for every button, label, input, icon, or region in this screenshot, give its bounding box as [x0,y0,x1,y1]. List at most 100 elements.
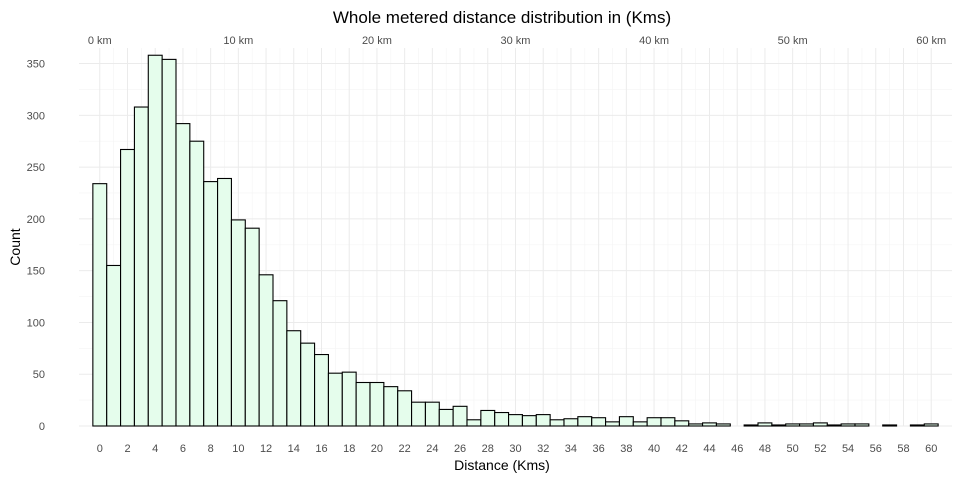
histogram-bar [383,386,399,427]
histogram-bar [133,106,149,427]
histogram-bar [757,422,773,427]
top-tick-label: 40 km [639,35,669,47]
histogram-bar [286,330,302,427]
histogram-bar [327,372,343,427]
histogram-bar [812,422,828,427]
histogram-bar [189,140,205,427]
histogram-bar [508,414,523,427]
histogram-bar [840,423,856,427]
x-axis-title: Distance (Kms) [454,457,550,473]
x-tick-label: 54 [842,443,854,455]
x-tick-label: 36 [593,443,605,455]
histogram-bar [535,414,551,427]
x-tick-label: 52 [814,443,826,455]
top-tick-label: 0 km [88,35,112,47]
top-tick-label: 20 km [362,35,392,47]
histogram-bar [549,419,565,427]
x-tick-label: 4 [152,443,158,455]
x-tick-label: 44 [703,443,715,455]
x-tick-label: 32 [537,443,549,455]
x-tick-label: 6 [180,443,186,455]
histogram-bar [258,274,274,427]
y-axis-title: Count [7,228,23,265]
histogram-bar [466,419,482,427]
histogram-bar [521,415,537,427]
histogram-bar [452,405,468,427]
bars [92,54,939,427]
histogram-bar [854,423,870,427]
y-tick-label: 300 [27,110,45,122]
histogram-bar [438,408,454,427]
histogram-bar [217,177,232,427]
y-tick-label: 250 [27,162,45,174]
histogram-bar [161,58,177,427]
x-tick-label: 14 [288,443,300,455]
histogram-bar [674,420,690,427]
x-tick-label: 28 [482,443,494,455]
y-tick-labels: 0 50 100 150 200 250 300 350 [27,59,45,433]
histogram-bar [341,371,357,427]
x-tick-label: 12 [260,443,272,455]
histogram-bar [272,300,288,427]
y-tick-label: 0 [39,421,45,433]
histogram-bar [244,227,260,427]
histogram-bar [826,424,842,427]
histogram-bar [480,409,496,427]
x-tick-label: 10 [232,443,244,455]
histogram-bar [411,401,426,427]
histogram-bar [494,411,510,427]
x-tick-label: 0 [97,443,103,455]
histogram-bar [92,183,108,427]
x-tick-label: 50 [787,443,799,455]
histogram-bar [355,381,371,427]
x-tick-label: 30 [509,443,521,455]
x-tick-label: 48 [759,443,771,455]
y-tick-label: 350 [27,59,45,71]
y-tick-label: 150 [27,266,45,278]
top-tick-label: 30 km [501,35,531,47]
histogram-bar [632,421,648,427]
x-tick-label: 2 [124,443,130,455]
x-tick-label: 26 [454,443,466,455]
histogram-bar [618,416,634,427]
histogram-bar [660,417,676,427]
x-tick-label: 38 [620,443,632,455]
histogram-bar [702,422,717,427]
histogram-bar [743,424,759,427]
histogram-bar [147,54,163,427]
top-axis-tick-labels: 0 km 10 km 20 km 30 km 40 km 50 km 60 km [88,35,946,47]
x-tick-label: 42 [676,443,688,455]
x-tick-labels: 0 2 4 6 8 10 12 14 16 18 20 22 24 26 28 30 32 34 36 38 40 42 4… [97,443,938,455]
histogram-bar [577,416,593,427]
x-tick-label: 40 [648,443,660,455]
y-tick-label: 100 [27,317,45,329]
y-tick-label: 50 [33,369,45,381]
x-tick-label: 16 [315,443,327,455]
histogram-bar [300,342,316,427]
x-tick-label: 56 [870,443,882,455]
x-tick-label: 58 [897,443,909,455]
top-tick-label: 10 km [223,35,253,47]
x-tick-label: 34 [565,443,577,455]
histogram-bar [230,219,246,427]
x-tick-label: 60 [925,443,937,455]
histogram-bar [785,423,801,427]
histogram-bar [120,148,135,427]
x-tick-label: 20 [371,443,383,455]
top-tick-label: 50 km [778,35,808,47]
histogram-bar [688,423,704,427]
x-tick-label: 8 [208,443,214,455]
x-tick-label: 24 [426,443,438,455]
histogram-bar [923,423,939,427]
histogram-bar [175,123,191,427]
histogram-bar [799,423,814,427]
histogram-bar [314,353,329,427]
x-tick-label: 22 [399,443,411,455]
chart-title: Whole metered distance distribution in (… [333,8,671,27]
histogram-bar [715,423,731,427]
x-tick-label: 46 [731,443,743,455]
histogram-bar [106,264,122,427]
histogram-bar [605,421,620,427]
histogram-bar [646,417,662,427]
